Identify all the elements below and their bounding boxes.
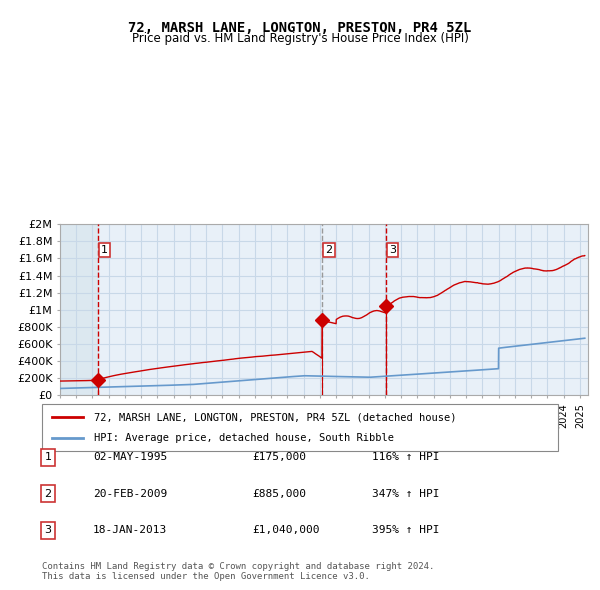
Bar — [60, 224, 98, 395]
Text: 347% ↑ HPI: 347% ↑ HPI — [372, 489, 439, 499]
Text: 2: 2 — [325, 245, 332, 255]
Bar — [60, 224, 98, 395]
Text: 3: 3 — [44, 526, 52, 535]
Text: £175,000: £175,000 — [252, 453, 306, 462]
Text: 395% ↑ HPI: 395% ↑ HPI — [372, 526, 439, 535]
Text: 1: 1 — [44, 453, 52, 462]
Text: 3: 3 — [389, 245, 396, 255]
Text: Price paid vs. HM Land Registry's House Price Index (HPI): Price paid vs. HM Land Registry's House … — [131, 32, 469, 45]
FancyBboxPatch shape — [42, 404, 558, 451]
Text: 20-FEB-2009: 20-FEB-2009 — [93, 489, 167, 499]
Text: £885,000: £885,000 — [252, 489, 306, 499]
Text: HPI: Average price, detached house, South Ribble: HPI: Average price, detached house, Sout… — [94, 433, 394, 443]
Text: 116% ↑ HPI: 116% ↑ HPI — [372, 453, 439, 462]
Text: Contains HM Land Registry data © Crown copyright and database right 2024.
This d: Contains HM Land Registry data © Crown c… — [42, 562, 434, 581]
Text: 72, MARSH LANE, LONGTON, PRESTON, PR4 5ZL (detached house): 72, MARSH LANE, LONGTON, PRESTON, PR4 5Z… — [94, 412, 456, 422]
Text: 2: 2 — [44, 489, 52, 499]
Text: 72, MARSH LANE, LONGTON, PRESTON, PR4 5ZL: 72, MARSH LANE, LONGTON, PRESTON, PR4 5Z… — [128, 21, 472, 35]
Text: 1: 1 — [101, 245, 108, 255]
Text: 02-MAY-1995: 02-MAY-1995 — [93, 453, 167, 462]
Text: £1,040,000: £1,040,000 — [252, 526, 320, 535]
Text: 18-JAN-2013: 18-JAN-2013 — [93, 526, 167, 535]
